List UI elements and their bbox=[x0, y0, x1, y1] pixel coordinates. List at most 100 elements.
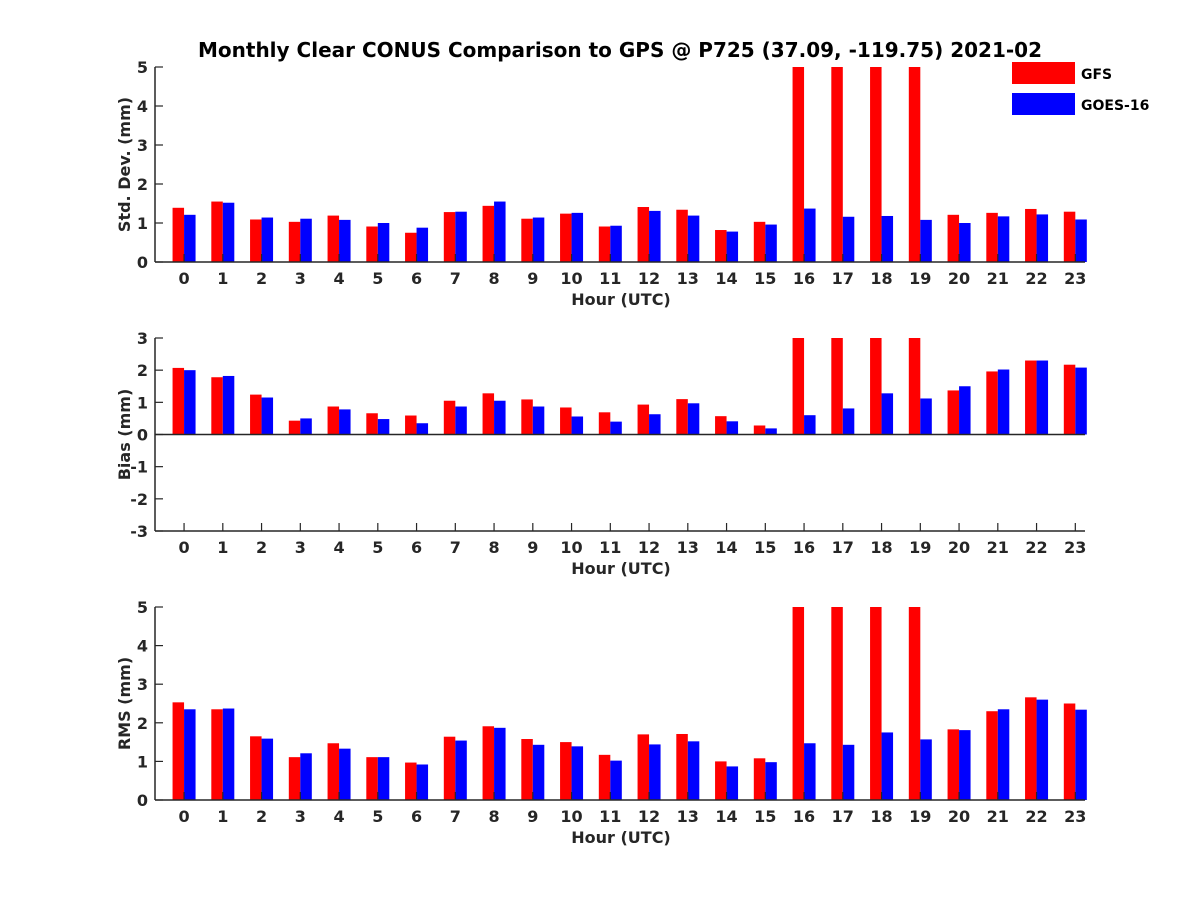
bar-gfs-10 bbox=[560, 742, 572, 800]
bar-gfs-9 bbox=[521, 739, 533, 800]
x-tick-label: 23 bbox=[1064, 538, 1086, 557]
bar-gfs-8 bbox=[482, 205, 495, 262]
y-tick-label: 3 bbox=[137, 675, 148, 694]
bar-gfs-16 bbox=[792, 338, 805, 435]
bar-goes-16-17 bbox=[842, 216, 855, 262]
bar-gfs-11 bbox=[598, 412, 611, 435]
x-tick-label: 3 bbox=[295, 807, 306, 826]
bar-gfs-3 bbox=[288, 420, 301, 435]
x-tick-label: 16 bbox=[793, 538, 815, 557]
bar-gfs-7 bbox=[443, 400, 456, 435]
bar-goes-16-20 bbox=[959, 386, 971, 435]
y-tick-label: 0 bbox=[137, 253, 148, 272]
bar-goes-16-12 bbox=[649, 744, 661, 800]
y-tick-label: 4 bbox=[137, 97, 148, 116]
bar-goes-16-4 bbox=[339, 748, 351, 800]
bar-goes-16-18 bbox=[881, 732, 894, 800]
bar-goes-16-22 bbox=[1036, 360, 1049, 435]
y-tick-label: 4 bbox=[137, 637, 148, 656]
bar-goes-16-7 bbox=[455, 740, 467, 800]
x-tick-label: 15 bbox=[754, 807, 776, 826]
x-tick-label: 3 bbox=[295, 538, 306, 557]
bar-goes-16-10 bbox=[571, 416, 584, 435]
x-tick-label: 9 bbox=[527, 269, 538, 288]
x-tick-label: 7 bbox=[450, 807, 461, 826]
bar-goes-16-6 bbox=[416, 227, 429, 262]
bar-gfs-2 bbox=[250, 394, 262, 435]
bar-goes-16-11 bbox=[610, 760, 622, 800]
x-tick-label: 10 bbox=[560, 807, 582, 826]
legend-swatch-goes-16 bbox=[1012, 93, 1075, 115]
bar-goes-16-1 bbox=[222, 708, 235, 800]
bar-goes-16-15 bbox=[765, 428, 777, 435]
bar-goes-16-20 bbox=[959, 730, 971, 800]
x-tick-label: 18 bbox=[870, 807, 892, 826]
x-tick-label: 10 bbox=[560, 538, 582, 557]
bar-gfs-4 bbox=[327, 743, 340, 800]
bar-gfs-15 bbox=[753, 758, 766, 800]
bar-gfs-2 bbox=[250, 219, 262, 262]
bar-gfs-0 bbox=[172, 207, 185, 262]
x-tick-label: 2 bbox=[256, 538, 267, 557]
bar-goes-16-15 bbox=[765, 762, 777, 800]
bar-goes-16-11 bbox=[610, 421, 622, 435]
x-tick-label: 2 bbox=[256, 269, 267, 288]
bar-goes-16-2 bbox=[261, 397, 274, 435]
x-tick-label: 12 bbox=[638, 538, 660, 557]
bar-goes-16-17 bbox=[842, 744, 855, 800]
bar-gfs-14 bbox=[715, 230, 727, 262]
bar-goes-16-9 bbox=[532, 217, 545, 262]
bar-gfs-3 bbox=[288, 757, 301, 800]
bar-goes-16-0 bbox=[184, 370, 196, 435]
bar-goes-16-6 bbox=[416, 764, 429, 800]
x-tick-label: 5 bbox=[372, 269, 383, 288]
y-tick-label: 2 bbox=[137, 175, 148, 194]
bar-gfs-10 bbox=[560, 213, 572, 262]
bar-gfs-23 bbox=[1063, 703, 1076, 800]
x-tick-label: 19 bbox=[909, 807, 931, 826]
legend: GFS GOES-16 bbox=[1012, 62, 1149, 115]
x-tick-label: 17 bbox=[832, 538, 854, 557]
bar-goes-16-17 bbox=[842, 408, 855, 435]
bar-gfs-1 bbox=[211, 377, 223, 435]
legend-swatch-gfs bbox=[1012, 62, 1075, 84]
bar-goes-16-23 bbox=[1075, 219, 1087, 262]
bar-gfs-21 bbox=[986, 371, 998, 435]
bar-goes-16-4 bbox=[339, 219, 351, 262]
x-tick-label: 21 bbox=[987, 538, 1009, 557]
bar-gfs-12 bbox=[637, 207, 650, 262]
bar-gfs-5 bbox=[366, 757, 378, 800]
bar-goes-16-21 bbox=[997, 216, 1010, 262]
y-tick-label: 2 bbox=[137, 714, 148, 733]
bar-gfs-19 bbox=[908, 338, 921, 435]
bar-gfs-23 bbox=[1063, 211, 1076, 262]
bar-gfs-7 bbox=[443, 736, 456, 800]
x-tick-label: 23 bbox=[1064, 269, 1086, 288]
bar-goes-16-13 bbox=[687, 215, 700, 262]
y-tick-label: 3 bbox=[137, 329, 148, 348]
bar-gfs-14 bbox=[715, 416, 727, 435]
x-tick-label: 14 bbox=[715, 269, 737, 288]
x-tick-label: 15 bbox=[754, 269, 776, 288]
bar-goes-16-16 bbox=[804, 208, 816, 262]
bar-gfs-11 bbox=[598, 754, 611, 800]
x-tick-label: 22 bbox=[1025, 538, 1047, 557]
bar-goes-16-23 bbox=[1075, 367, 1087, 435]
x-tick-label: 18 bbox=[870, 538, 892, 557]
y-tick-label: 5 bbox=[137, 58, 148, 77]
y-tick-label: -1 bbox=[130, 458, 148, 477]
x-tick-label: 7 bbox=[450, 538, 461, 557]
x-tick-label: 11 bbox=[599, 538, 621, 557]
x-tick-label: 12 bbox=[638, 269, 660, 288]
bar-goes-16-12 bbox=[649, 414, 661, 435]
bar-gfs-20 bbox=[947, 729, 960, 800]
x-tick-label: 5 bbox=[372, 807, 383, 826]
y-tick-label: 1 bbox=[137, 752, 148, 771]
x-tick-label: 0 bbox=[178, 269, 189, 288]
bar-goes-16-2 bbox=[261, 217, 274, 262]
bar-goes-16-9 bbox=[532, 744, 545, 800]
x-tick-label: 13 bbox=[677, 538, 699, 557]
